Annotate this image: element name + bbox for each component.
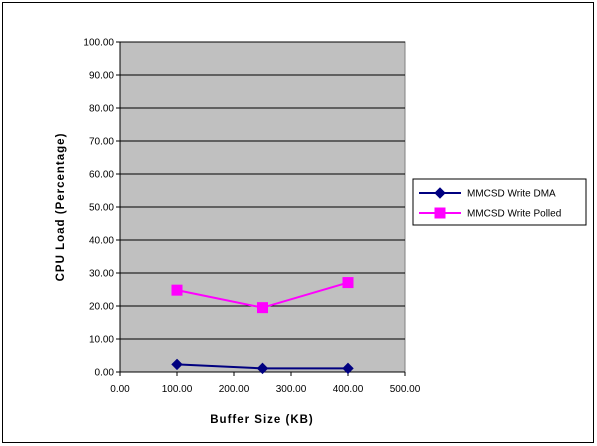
y-tick-label: 80.00 <box>89 104 114 115</box>
data-point-mmcsd-write-polled <box>171 284 183 296</box>
y-axis-title: CPU Load (Percentage) <box>55 133 67 282</box>
data-point-mmcsd-write-dma <box>256 362 269 375</box>
legend-label-mmcsd-write-dma: MMCSD Write DMA <box>467 189 556 200</box>
y-tick-label: 90.00 <box>89 71 114 82</box>
data-point-mmcsd-write-polled <box>342 277 354 289</box>
legend-marker-mmcsd-write-dma <box>434 187 446 199</box>
x-axis-title: Buffer Size (KB) <box>210 414 314 426</box>
y-tick-label: 0.00 <box>95 368 115 379</box>
x-tick-label: 100.00 <box>162 384 193 395</box>
x-tick-label: 0.00 <box>110 384 130 395</box>
y-axis-ticks: 0.00 10.00 20.00 30.00 40.00 50.00 60.00 70.00 8… <box>83 38 120 379</box>
y-tick-label: 100.00 <box>83 38 114 49</box>
y-tick-label: 10.00 <box>89 335 114 346</box>
y-tick-label: 60.00 <box>89 170 114 181</box>
x-tick-label: 500.00 <box>390 384 421 395</box>
x-tick-label: 200.00 <box>219 384 250 395</box>
legend: MMCSD Write DMA MMCSD Write Polled <box>412 178 587 226</box>
data-point-mmcsd-write-dma <box>171 358 183 371</box>
x-tick-label: 300.00 <box>276 384 307 395</box>
y-tick-label: 30.00 <box>89 269 114 280</box>
series-layer <box>171 277 354 375</box>
y-tick-label: 50.00 <box>89 203 114 214</box>
x-axis-ticks: 0.00 100.00 200.00 300.00 400.00 500.00 <box>110 372 421 395</box>
y-tick-label: 70.00 <box>89 137 114 148</box>
data-point-mmcsd-write-polled <box>257 302 268 314</box>
legend-marker-mmcsd-write-polled <box>434 207 446 219</box>
x-tick-label: 400.00 <box>333 384 364 395</box>
y-tick-label: 40.00 <box>89 236 114 247</box>
legend-label-mmcsd-write-polled: MMCSD Write Polled <box>467 209 561 220</box>
data-point-mmcsd-write-dma <box>342 362 354 375</box>
y-tick-label: 20.00 <box>89 302 114 313</box>
